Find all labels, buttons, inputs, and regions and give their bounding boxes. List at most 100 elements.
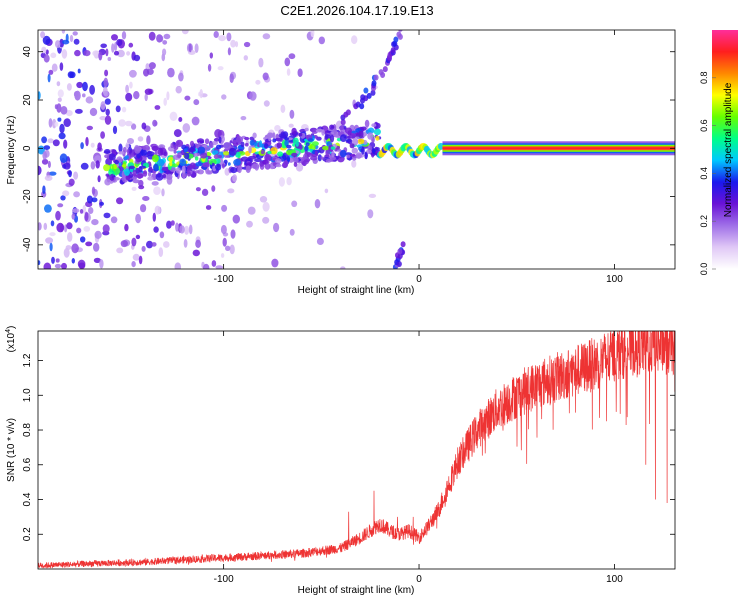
spectrogram-blob [43, 262, 52, 269]
spectrogram-trace-blob [291, 127, 297, 135]
spectrogram-blob [263, 100, 270, 107]
spectrogram-blob [56, 103, 62, 113]
spectrogram-blob [217, 66, 224, 71]
spectrogram-trace-blob [358, 130, 364, 139]
spectrogram-blob [41, 136, 47, 144]
spectrogram-blob [262, 72, 269, 81]
spectrogram-blob [138, 255, 143, 265]
colorbar-label: Normalized spectral amplitude [723, 82, 734, 217]
spectrogram-trace-blob [166, 173, 173, 180]
spectrogram-trace-blob [360, 126, 367, 131]
spectrogram-blob [57, 203, 64, 208]
spectrogram-blob [48, 171, 57, 176]
spectrogram-blob [66, 83, 72, 91]
spectrogram-trace-blob [240, 156, 249, 162]
spectrogram-blob [133, 54, 141, 62]
spectrogram-blob [116, 247, 124, 254]
spectrogram-blob [84, 211, 89, 222]
spectrogram-blob [324, 188, 329, 194]
spectrogram-trace-blob [331, 150, 335, 158]
spectrogram-blob [65, 110, 73, 117]
spectrogram-trace-blob [251, 163, 260, 169]
spectrogram-blob [227, 47, 231, 56]
spectrogram-blob [153, 226, 159, 233]
spectrogram-blob [93, 257, 101, 263]
spectrogram-trace-blob [325, 158, 332, 163]
spectrogram-blob [45, 237, 54, 244]
spectrogram-trace-blob [181, 174, 187, 178]
spectrogram-blob [62, 164, 67, 169]
spectrogram-blob [80, 162, 89, 170]
spectrogram-blob [182, 123, 191, 133]
spectrogram-trace-blob [126, 149, 130, 155]
spectrogram-trace-blob [170, 142, 174, 149]
spectrogram-trace-blob [264, 163, 271, 170]
spectrogram-trace-blob [147, 176, 154, 181]
spectrogram-blob [103, 77, 109, 88]
spectrogram-blob [318, 36, 325, 45]
spectrogram-trace-blob [305, 142, 310, 147]
spectrogram-upper-branch-blob [366, 92, 372, 99]
spectrogram-trace-blob [149, 166, 153, 172]
spectrogram-blob [47, 160, 51, 169]
spectrogram-y-tick-label: 40 [22, 46, 33, 58]
spectrogram-trace-blob [346, 154, 351, 159]
spectrogram-blob [135, 213, 142, 224]
spectrogram-trace-blob [156, 159, 165, 167]
colorbar-ticks: 0.0 0.2 0.4 0.6 0.8 [699, 72, 716, 275]
spectrogram-x-label: Height of straight line (km) [298, 285, 415, 296]
spectrogram-blob [82, 81, 88, 92]
spectrogram-trace-blob [329, 134, 335, 143]
spectrogram-blob [68, 178, 75, 186]
spectrogram-blob [85, 241, 93, 247]
spectrogram-blob [159, 35, 164, 42]
spectrogram-blob [154, 105, 161, 110]
spectrogram-blob [42, 151, 47, 160]
spectrogram-trace-blob [236, 136, 243, 144]
spectrogram-blob [116, 49, 125, 58]
snr-marks [38, 331, 675, 569]
spectrogram-trace-blob [299, 144, 303, 150]
spectrogram-trace-blob [355, 152, 362, 159]
spectrogram-blob [113, 50, 120, 56]
spectrogram-blob [227, 188, 235, 194]
spectrogram-trace-blob [307, 152, 314, 157]
spectrogram-trace-blob [276, 142, 282, 149]
spectrogram-blob [83, 226, 91, 232]
spectrogram-blob [107, 57, 112, 61]
spectrogram-blob [154, 205, 161, 215]
spectrogram-trace-blob [275, 163, 282, 168]
spectrogram-blob [97, 142, 102, 151]
colorbar-tick-label: 0.4 [699, 167, 709, 180]
spectrogram-blob [86, 195, 93, 204]
spectrogram-blob [286, 68, 291, 76]
spectrogram-trace-blob [345, 127, 352, 134]
spectrogram-blob [42, 185, 46, 194]
spectrogram-blob [214, 129, 222, 138]
spectrogram-trace-blob [320, 156, 324, 160]
spectrogram-trace-blob [153, 163, 159, 172]
spectrogram-trace-blob [228, 147, 237, 156]
spectrogram-blob [60, 106, 68, 115]
spectrogram-blob [158, 247, 164, 258]
spectrogram-trace-blob [244, 142, 249, 147]
snr-multiplier: (x104) [5, 326, 17, 353]
spectrogram-ticks: -100 0 100 -40 -20 0 20 40 [22, 30, 675, 285]
spectrogram-blob [220, 224, 227, 235]
colorbar: 0.0 0.2 0.4 0.6 0.8 Normalized spectral ampl… [699, 30, 738, 275]
spectrogram-trace-blob [215, 163, 222, 171]
spectrogram-trace-blob [128, 165, 135, 169]
spectrogram-blob [131, 237, 137, 247]
spectrogram-blob [72, 31, 78, 36]
spectrogram-trace-blob [204, 138, 210, 145]
spectrogram-blob [148, 31, 156, 41]
spectrogram-trace-blob [148, 171, 152, 177]
spectrogram-blob [74, 90, 81, 101]
spectrogram-trace-blob [162, 173, 166, 179]
spectrogram-blob [55, 210, 61, 221]
spectrogram-blob [243, 41, 251, 48]
spectrogram-trace-blob [189, 140, 195, 147]
spectrogram-trace-blob [125, 175, 131, 181]
spectrogram-blob [188, 224, 193, 235]
spectrogram-blob [141, 122, 147, 130]
